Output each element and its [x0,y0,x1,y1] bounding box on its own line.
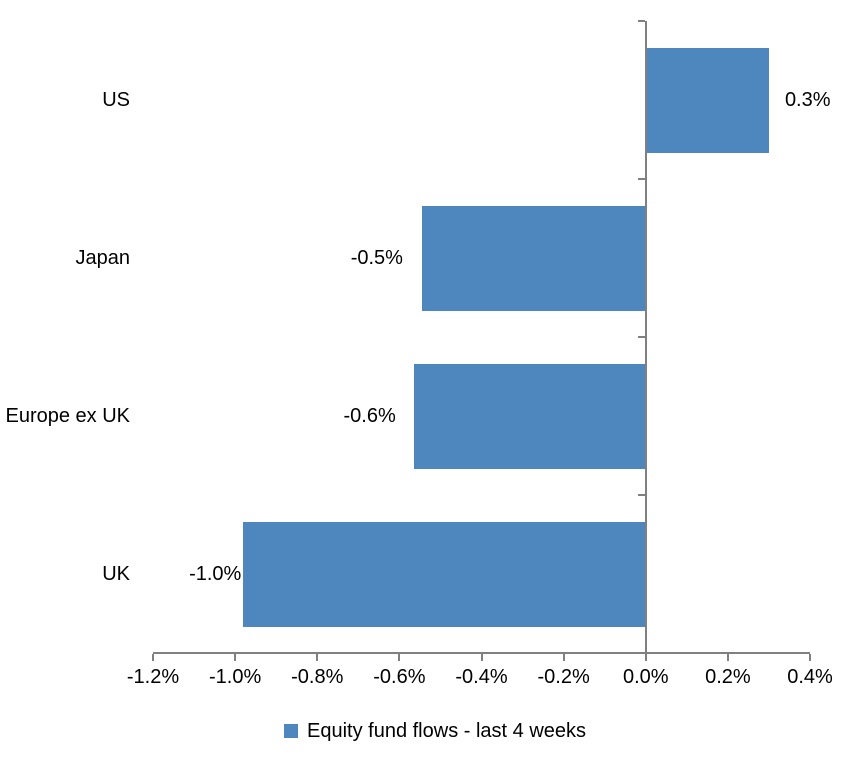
category-axis-tick [637,178,645,180]
value-label: -0.6% [343,404,396,427]
value-label: -1.0% [189,562,242,585]
bar-us [645,47,769,153]
bar-europe-ex-uk [413,363,646,469]
value-axis-tick [398,654,401,661]
legend-label: Equity fund flows - last 4 weeks [307,719,587,742]
legend-swatch-icon [284,724,298,738]
value-axis-tick [562,654,565,661]
value-axis-tick-label: -1.2% [126,666,180,688]
category-label: Europe ex UK [5,404,130,427]
value-label: -0.5% [350,246,403,269]
bar-japan [421,205,646,311]
value-axis-tick-label: -0.8% [291,666,344,688]
value-axis-tick-label: 0.2% [705,666,751,688]
category-axis-tick [637,494,645,496]
category-label: UK [102,562,130,585]
category-axis-tick [637,336,645,338]
value-axis-tick-label: -0.2% [537,666,590,688]
value-axis-tick [809,654,811,661]
category-axis-line [644,21,647,653]
value-label: 0.3% [784,88,831,111]
value-axis-tick [480,654,483,661]
value-axis-tick-label: -0.4% [455,666,508,688]
value-axis-tick-label: -1.0% [209,666,262,688]
value-axis-tick-label: -0.6% [373,666,426,688]
value-axis-tick-label: 0.0% [622,666,669,688]
value-axis-line [153,652,810,654]
value-axis-tick [726,654,729,661]
value-axis-tick [316,654,319,661]
value-axis-tick [234,654,237,661]
value-axis-tick [152,654,154,661]
value-axis-tick-label: 0.4% [787,666,833,688]
bar-uk [243,521,646,627]
category-axis-tick [637,20,645,22]
category-label: Japan [75,246,131,269]
legend: Equity fund flows - last 4 weeks [284,719,586,743]
value-axis-tick [644,654,647,661]
category-label: US [102,88,130,111]
